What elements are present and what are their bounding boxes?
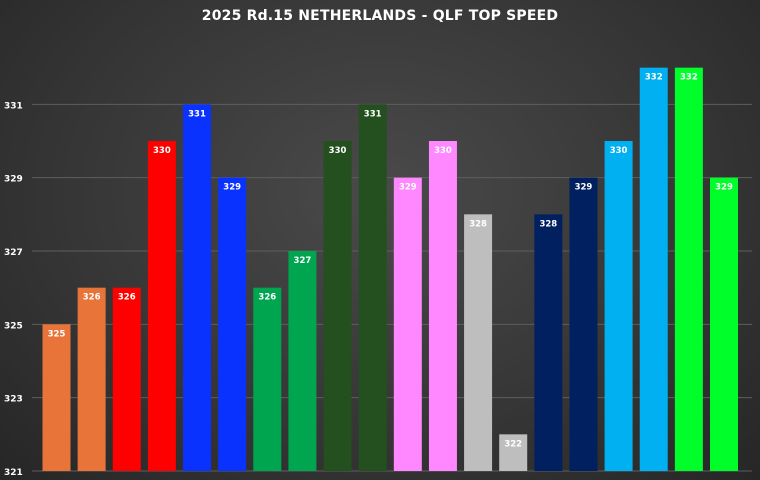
bar [393,177,422,471]
bar [710,177,738,471]
bar-value-label: 329 [575,183,593,193]
bar-value-label: 329 [223,183,241,193]
bar-value-label: 325 [48,329,66,339]
y-tick-label: 325 [4,321,23,331]
bar-value-label: 332 [645,73,663,83]
bar [323,141,352,471]
bar-value-label: 329 [399,183,417,193]
bar-value-label: 330 [610,146,628,156]
bar-value-label: 328 [469,219,487,229]
bar-value-label: 326 [258,293,276,303]
bar-value-label: 332 [680,73,698,83]
bar [569,177,598,471]
bar-value-label: 326 [83,293,101,303]
y-tick-label: 329 [4,175,23,185]
bar-value-label: 331 [364,109,382,119]
y-tick-label: 327 [4,248,23,258]
bar [639,67,668,472]
bar [428,141,457,471]
bar [604,141,633,471]
bar [253,287,282,471]
bar [358,104,387,471]
bar-value-label: 331 [188,109,206,119]
bar [42,324,71,471]
bar [674,67,703,472]
bar [77,287,106,471]
bar-value-label: 328 [539,219,557,229]
bar-value-label: 327 [294,256,312,266]
y-tick-label: 323 [4,395,23,405]
bar [534,214,563,472]
bar [288,251,317,471]
bar-value-label: 326 [118,293,136,303]
bar-value-label: 329 [715,183,733,193]
bar-value-label: 330 [434,146,452,156]
bar-value-label: 322 [504,439,522,449]
bar-value-label: 330 [329,146,347,156]
bar [112,287,141,471]
bar [147,141,176,471]
y-tick-label: 321 [4,468,23,478]
y-tick-label: 331 [4,101,23,111]
bar [499,434,528,471]
bar [218,177,247,471]
bar [464,214,493,472]
chart-title: 2025 Rd.15 NETHERLANDS - QLF TOP SPEED [201,8,559,24]
bar [183,104,212,471]
bar-value-label: 330 [153,146,171,156]
